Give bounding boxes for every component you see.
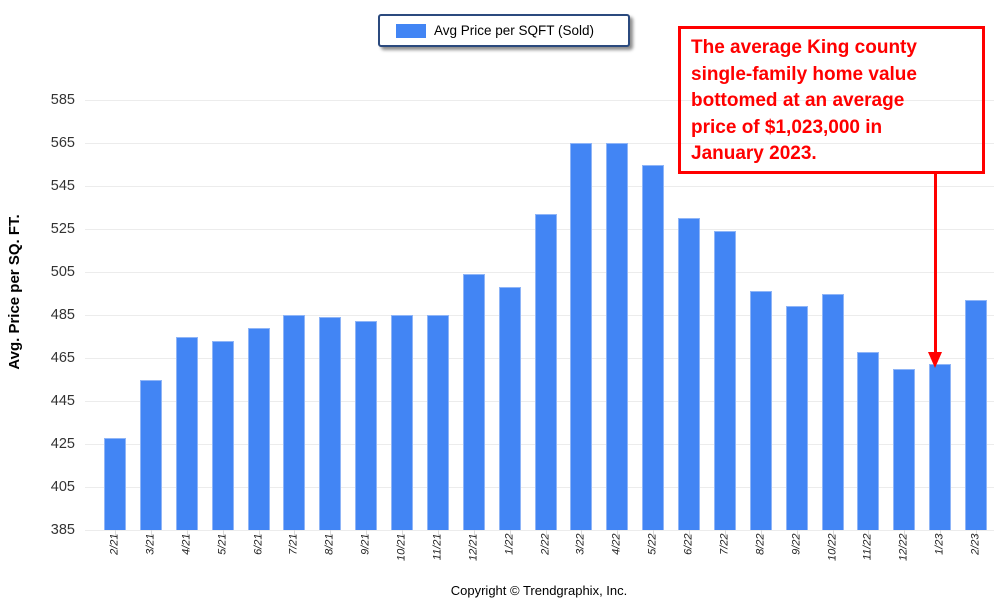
x-tick-mark [222, 530, 224, 537]
bar[interactable] [821, 293, 844, 530]
x-tick-mark [330, 530, 332, 537]
bar[interactable] [426, 315, 449, 530]
x-tick-mark [150, 530, 152, 537]
x-tick-label: 2/22 [539, 533, 551, 555]
bar[interactable] [104, 437, 126, 530]
legend-swatch-icon [396, 23, 426, 38]
bar[interactable] [175, 336, 198, 530]
y-tick-label: 405 [50, 479, 75, 495]
x-tick-mark [402, 530, 403, 537]
bar[interactable] [893, 368, 916, 530]
annotation-arrow-head-icon [928, 352, 942, 368]
bar[interactable] [749, 291, 772, 530]
x-tick-label: 5/22 [646, 533, 659, 555]
x-tick-mark [545, 530, 547, 537]
x-tick-mark [115, 530, 116, 537]
x-tick-label: 12/21 [467, 533, 480, 562]
x-tick-mark [689, 530, 690, 537]
y-tick-label: 505 [50, 264, 75, 280]
y-tick-label: 465 [50, 350, 75, 366]
x-tick-label: 2/21 [108, 533, 121, 555]
x-tick-label: 4/22 [610, 533, 623, 555]
x-tick-label: 11/22 [861, 533, 874, 561]
y-tick-label: 585 [50, 92, 75, 108]
x-tick-mark [294, 530, 296, 537]
legend-label: Avg Price per SQFT (Sold) [434, 23, 595, 38]
bar[interactable] [498, 287, 521, 530]
bar[interactable] [211, 340, 234, 530]
x-tick-mark [653, 530, 655, 537]
bar[interactable] [139, 379, 162, 530]
x-tick-label: 2/23 [969, 533, 982, 555]
x-tick-mark [760, 530, 762, 537]
x-tick-label: 1/23 [933, 533, 946, 555]
bar[interactable] [462, 274, 485, 530]
gridline [85, 530, 994, 531]
x-tick-label: 8/22 [754, 533, 767, 555]
x-tick-label: 1/22 [503, 533, 516, 555]
x-tick-mark [940, 530, 942, 537]
gridline [85, 100, 994, 101]
legend: Avg Price per SQFT (Sold) [378, 14, 630, 47]
x-tick-label: 4/21 [180, 533, 193, 555]
x-tick-mark [617, 530, 619, 537]
x-tick-label: 10/22 [826, 533, 838, 562]
x-tick-label: 11/21 [431, 533, 444, 561]
bar[interactable] [678, 218, 700, 530]
y-tick-label: 485 [50, 307, 75, 323]
x-tick-mark [186, 530, 188, 537]
x-tick-mark [437, 530, 439, 537]
y-tick-label: 545 [50, 178, 75, 194]
x-tick-label: 7/21 [287, 533, 300, 555]
bar[interactable] [857, 351, 880, 530]
gridline [85, 143, 994, 144]
annotation-arrow-line [934, 174, 937, 352]
bar[interactable] [283, 315, 306, 530]
x-tick-label: 8/21 [323, 533, 336, 555]
x-tick-mark [796, 530, 798, 537]
x-tick-label: 3/21 [144, 533, 157, 555]
x-tick-label: 6/22 [682, 533, 695, 555]
x-tick-label: 6/21 [252, 533, 264, 555]
x-tick-mark [258, 530, 260, 537]
bar[interactable] [570, 143, 593, 530]
x-tick-mark [868, 530, 870, 537]
x-tick-mark [366, 530, 368, 537]
x-tick-label: 7/22 [718, 533, 731, 555]
bar[interactable] [319, 317, 342, 530]
y-tick-label: 445 [50, 393, 75, 409]
x-tick-label: 9/22 [790, 533, 803, 555]
x-tick-mark [832, 530, 834, 537]
x-tick-label: 5/21 [216, 533, 229, 555]
y-axis-title: Avg. Price per SQ. FT. [6, 214, 23, 370]
x-tick-mark [581, 530, 583, 537]
bar[interactable] [534, 213, 557, 530]
bar[interactable] [785, 306, 808, 530]
bar[interactable] [965, 299, 987, 530]
bar[interactable] [642, 164, 665, 530]
bar[interactable] [391, 315, 413, 530]
x-tick-mark [473, 530, 475, 537]
annotation-box: The average King county single-family ho… [678, 26, 985, 174]
x-tick-label: 12/22 [897, 533, 910, 562]
x-tick-mark [976, 530, 977, 537]
bar[interactable] [606, 143, 629, 530]
bar[interactable] [355, 321, 378, 530]
x-tick-mark [724, 530, 726, 537]
y-tick-label: 565 [50, 135, 75, 151]
y-tick-label: 525 [50, 221, 75, 237]
gridline [85, 186, 994, 187]
y-tick-label: 425 [50, 436, 75, 452]
x-tick-label: 9/21 [359, 533, 372, 555]
bar[interactable] [929, 364, 952, 530]
footer-copyright: Copyright © Trendgraphix, Inc. [450, 583, 628, 598]
x-tick-mark [509, 530, 511, 537]
bar[interactable] [713, 231, 736, 530]
x-tick-mark [904, 530, 906, 537]
bar[interactable] [247, 327, 270, 530]
y-tick-label: 385 [50, 522, 75, 538]
x-tick-label: 10/21 [395, 533, 408, 562]
x-tick-label: 3/22 [574, 533, 587, 555]
